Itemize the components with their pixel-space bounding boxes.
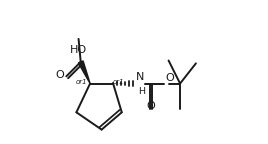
Polygon shape: [78, 61, 90, 84]
Text: O: O: [147, 101, 155, 111]
Text: or1: or1: [76, 79, 87, 85]
Text: O: O: [165, 73, 174, 83]
Text: HO: HO: [70, 45, 87, 55]
Text: H: H: [138, 87, 145, 96]
Text: or1: or1: [113, 79, 125, 85]
Text: N: N: [135, 72, 144, 82]
Text: O: O: [55, 70, 64, 80]
